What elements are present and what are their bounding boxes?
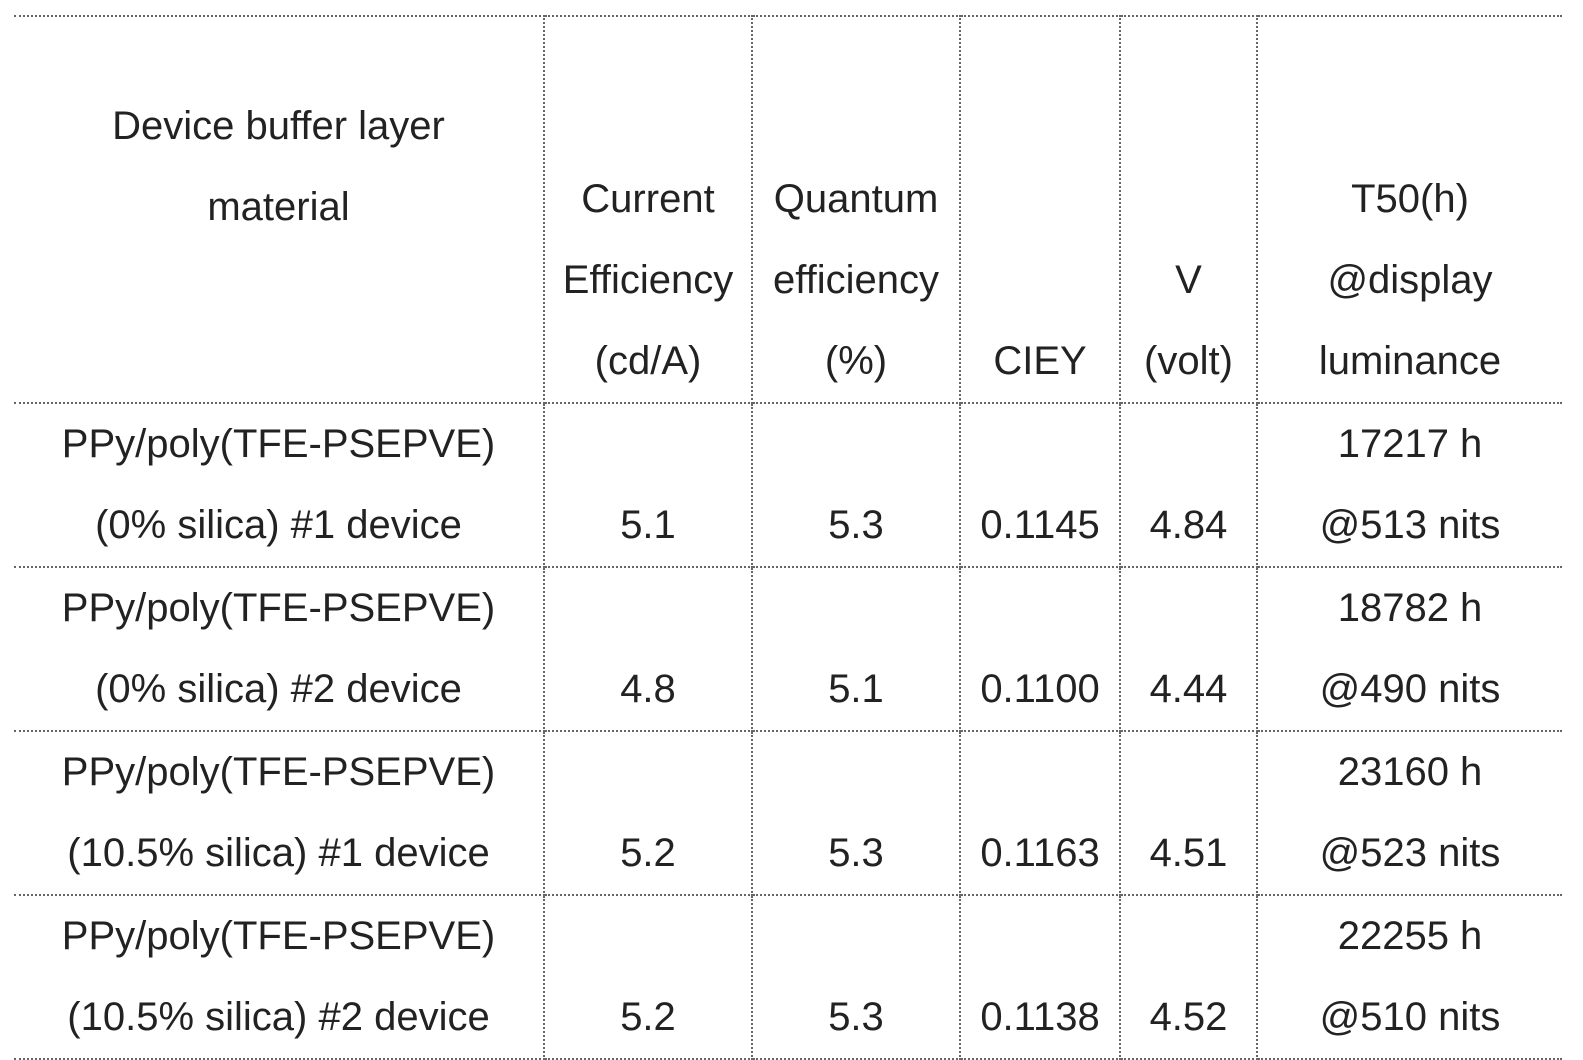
voltage-cell: 4.52 [1120, 895, 1257, 1059]
cell-text: 5.2 [545, 977, 751, 1058]
header-text: (cd/A) [545, 321, 751, 402]
cell-text: @490 nits [1258, 649, 1562, 730]
header-text: @display [1258, 240, 1562, 321]
header-ciey: CIEY [960, 16, 1120, 403]
quantum-efficiency-cell: 5.3 [752, 403, 960, 567]
header-row: Device buffer layer material Current Eff… [14, 16, 1562, 403]
header-text: (%) [753, 321, 959, 402]
cell-text: PPy/poly(TFE-PSEPVE) [14, 732, 543, 813]
cell-text: 5.3 [753, 813, 959, 894]
cell-text: (10.5% silica) #1 device [14, 813, 543, 894]
cell-text: PPy/poly(TFE-PSEPVE) [14, 896, 543, 977]
cell-text: @510 nits [1258, 977, 1562, 1058]
header-text: (volt) [1121, 321, 1256, 402]
header-text: material [14, 167, 543, 248]
header-text: T50(h) [1258, 159, 1562, 240]
cell-text: 5.3 [753, 485, 959, 566]
t50-cell: 17217 h@513 nits [1257, 403, 1562, 567]
cell-text: 5.2 [545, 813, 751, 894]
header-text: Device buffer layer [14, 86, 543, 167]
voltage-cell: 4.84 [1120, 403, 1257, 567]
cell-text: PPy/poly(TFE-PSEPVE) [14, 568, 543, 649]
cell-text: 22255 h [1258, 896, 1562, 977]
ciey-cell: 0.1163 [960, 731, 1120, 895]
ciey-cell: 0.1145 [960, 403, 1120, 567]
quantum-efficiency-cell: 5.3 [752, 731, 960, 895]
cell-text: (10.5% silica) #2 device [14, 977, 543, 1058]
header-text: luminance [1258, 321, 1562, 402]
header-text: V [1121, 240, 1256, 321]
cell-text: 5.1 [545, 485, 751, 566]
cell-text: 0.1138 [961, 977, 1119, 1058]
current-efficiency-cell: 5.2 [544, 731, 752, 895]
ciey-cell: 0.1138 [960, 895, 1120, 1059]
cell-text: 17217 h [1258, 404, 1562, 485]
cell-text: PPy/poly(TFE-PSEPVE) [14, 404, 543, 485]
cell-text: (0% silica) #2 device [14, 649, 543, 730]
device-performance-table: Device buffer layer material Current Eff… [14, 15, 1562, 1060]
quantum-efficiency-cell: 5.1 [752, 567, 960, 731]
cell-text: 4.8 [545, 649, 751, 730]
cell-text: 23160 h [1258, 732, 1562, 813]
cell-text: @513 nits [1258, 485, 1562, 566]
cell-text: 0.1100 [961, 649, 1119, 730]
header-text: Efficiency [545, 240, 751, 321]
cell-text: 0.1145 [961, 485, 1119, 566]
header-voltage: V (volt) [1120, 16, 1257, 403]
voltage-cell: 4.51 [1120, 731, 1257, 895]
cell-text: 4.84 [1121, 485, 1256, 566]
current-efficiency-cell: 5.1 [544, 403, 752, 567]
t50-cell: 22255 h@510 nits [1257, 895, 1562, 1059]
material-cell: PPy/poly(TFE-PSEPVE)(10.5% silica) #1 de… [14, 731, 544, 895]
cell-text: 4.51 [1121, 813, 1256, 894]
table-row: PPy/poly(TFE-PSEPVE)(10.5% silica) #1 de… [14, 731, 1562, 895]
voltage-cell: 4.44 [1120, 567, 1257, 731]
quantum-efficiency-cell: 5.3 [752, 895, 960, 1059]
ciey-cell: 0.1100 [960, 567, 1120, 731]
material-cell: PPy/poly(TFE-PSEPVE)(0% silica) #1 devic… [14, 403, 544, 567]
header-text: efficiency [753, 240, 959, 321]
header-material: Device buffer layer material [14, 16, 544, 403]
table-row: PPy/poly(TFE-PSEPVE)(0% silica) #2 devic… [14, 567, 1562, 731]
header-text: Current [545, 159, 751, 240]
material-cell: PPy/poly(TFE-PSEPVE)(0% silica) #2 devic… [14, 567, 544, 731]
table-row: PPy/poly(TFE-PSEPVE)(0% silica) #1 devic… [14, 403, 1562, 567]
material-cell: PPy/poly(TFE-PSEPVE)(10.5% silica) #2 de… [14, 895, 544, 1059]
header-quantum-efficiency: Quantum efficiency (%) [752, 16, 960, 403]
cell-text: 0.1163 [961, 813, 1119, 894]
cell-text: 5.1 [753, 649, 959, 730]
current-efficiency-cell: 4.8 [544, 567, 752, 731]
header-t50: T50(h) @display luminance [1257, 16, 1562, 403]
t50-cell: 18782 h@490 nits [1257, 567, 1562, 731]
cell-text: 4.44 [1121, 649, 1256, 730]
header-current-efficiency: Current Efficiency (cd/A) [544, 16, 752, 403]
cell-text: 18782 h [1258, 568, 1562, 649]
t50-cell: 23160 h@523 nits [1257, 731, 1562, 895]
cell-text: 4.52 [1121, 977, 1256, 1058]
cell-text: (0% silica) #1 device [14, 485, 543, 566]
header-text: Quantum [753, 159, 959, 240]
header-text: CIEY [961, 321, 1119, 402]
cell-text: @523 nits [1258, 813, 1562, 894]
current-efficiency-cell: 5.2 [544, 895, 752, 1059]
cell-text: 5.3 [753, 977, 959, 1058]
table-row: PPy/poly(TFE-PSEPVE)(10.5% silica) #2 de… [14, 895, 1562, 1059]
